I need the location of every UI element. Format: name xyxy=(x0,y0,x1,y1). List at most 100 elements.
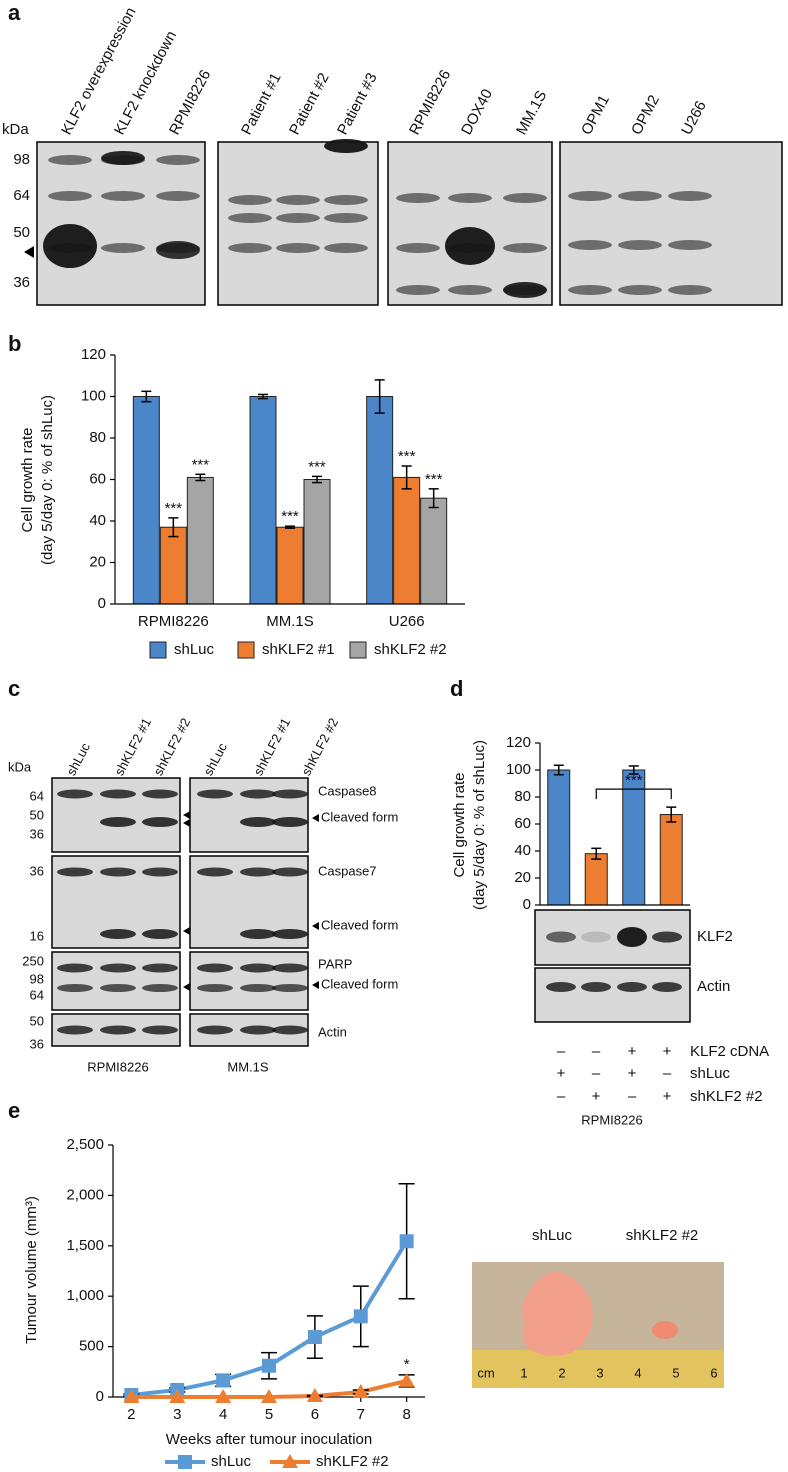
blot-band xyxy=(272,789,308,799)
blot-band xyxy=(101,151,145,165)
y-tick-label: 100 xyxy=(506,761,531,778)
blot-band xyxy=(272,984,308,992)
cell-line: RPMI8226 xyxy=(87,1059,148,1074)
marker xyxy=(169,1389,186,1403)
blot-band xyxy=(324,195,368,205)
legend-label: shKLF2 #2 xyxy=(316,1453,389,1470)
kda-marker: 16 xyxy=(30,928,44,943)
kda-marker: 36 xyxy=(30,826,44,841)
blot xyxy=(387,141,553,306)
kda-marker: 50 xyxy=(30,1013,44,1028)
blot-band xyxy=(396,243,440,253)
ruler-label: 1 xyxy=(520,1365,527,1380)
arrowhead xyxy=(312,981,319,989)
blot-band xyxy=(142,963,178,973)
blot-band xyxy=(57,1025,93,1035)
blot-band xyxy=(272,929,308,939)
blot-band xyxy=(240,963,276,973)
blot-band xyxy=(57,867,93,877)
significance: * xyxy=(404,1356,410,1373)
kda-label: kDa xyxy=(8,759,32,774)
photo-label: shKLF2 #2 xyxy=(626,1227,699,1244)
marker xyxy=(398,1372,415,1387)
blot-band xyxy=(228,195,272,205)
x-axis-label: Weeks after tumour inoculation xyxy=(166,1431,373,1448)
blot-band xyxy=(100,963,136,973)
kda-marker: 64 xyxy=(13,187,30,204)
blot-band xyxy=(142,867,178,877)
kda-marker: 36 xyxy=(13,274,30,291)
blot-band xyxy=(240,984,276,992)
arrowhead xyxy=(312,922,319,930)
blot xyxy=(559,141,783,306)
condition-sign: – xyxy=(663,1065,672,1082)
blot-band xyxy=(100,817,136,827)
arrowhead xyxy=(183,927,190,935)
significance: *** xyxy=(192,456,210,473)
blot-band xyxy=(568,191,612,201)
cell-line: MM.1S xyxy=(227,1059,269,1074)
y-tick-label: 40 xyxy=(514,842,531,859)
y-tick-label: 80 xyxy=(89,429,106,446)
cleaved-label: Cleaved form xyxy=(321,809,398,824)
blot-band xyxy=(100,929,136,939)
blot-band xyxy=(142,929,178,939)
blot-band xyxy=(617,982,647,992)
condition-sign: + xyxy=(628,1065,637,1082)
cleaved-label: Cleaved form xyxy=(321,976,398,991)
y-axis-label: (day 5/day 0: % of shLuc) xyxy=(39,395,56,565)
blot-band xyxy=(503,282,547,298)
blot-band xyxy=(101,243,145,253)
blot xyxy=(217,141,379,306)
blot-band xyxy=(445,227,495,265)
x-tick-label: MM.1S xyxy=(266,613,314,630)
blot-band xyxy=(618,191,662,201)
blot-band xyxy=(324,139,368,153)
significance: *** xyxy=(308,458,326,475)
blot-band xyxy=(142,1025,178,1035)
x-tick-label: 7 xyxy=(357,1406,365,1423)
significance: *** xyxy=(165,500,183,517)
x-tick-label: 3 xyxy=(173,1406,181,1423)
arrowhead xyxy=(183,811,190,819)
blot-band xyxy=(100,867,136,877)
y-tick-label: 0 xyxy=(98,595,106,612)
y-axis-label: Tumour volume (mm³) xyxy=(23,1196,40,1344)
blot-band xyxy=(240,929,276,939)
bar xyxy=(393,476,421,605)
x-tick-label: 4 xyxy=(219,1406,227,1423)
y-tick-label: 20 xyxy=(89,553,106,570)
condition-sign: – xyxy=(592,1043,601,1060)
ruler-label: cm xyxy=(477,1365,494,1380)
blot-band xyxy=(324,243,368,253)
bar xyxy=(303,479,331,605)
blot-band xyxy=(272,1025,308,1035)
x-tick-label: 5 xyxy=(265,1406,273,1423)
bar xyxy=(659,814,683,906)
ruler-label: 4 xyxy=(634,1365,641,1380)
legend-swatch xyxy=(237,641,255,659)
x-tick-label: RPMI8226 xyxy=(138,613,209,630)
y-tick-label: 120 xyxy=(506,734,531,751)
marker xyxy=(282,1454,298,1468)
legend-swatch xyxy=(149,641,167,659)
blot-band xyxy=(197,984,233,992)
arrowhead xyxy=(183,819,190,827)
marker xyxy=(306,1387,323,1402)
lane-label: shKLF2 #2 xyxy=(150,715,193,778)
ruler-label: 2 xyxy=(558,1365,565,1380)
bar xyxy=(186,476,214,605)
panel-label: b xyxy=(8,331,21,356)
blot-band xyxy=(448,285,492,295)
ruler-label: 5 xyxy=(672,1365,679,1380)
blot xyxy=(534,967,691,1023)
blot-band xyxy=(48,155,92,165)
condition-sign: – xyxy=(557,1088,566,1105)
blot-band xyxy=(618,240,662,250)
blot-band xyxy=(546,931,576,943)
blot-band xyxy=(618,285,662,295)
marker xyxy=(216,1373,231,1388)
blot-band xyxy=(276,213,320,223)
